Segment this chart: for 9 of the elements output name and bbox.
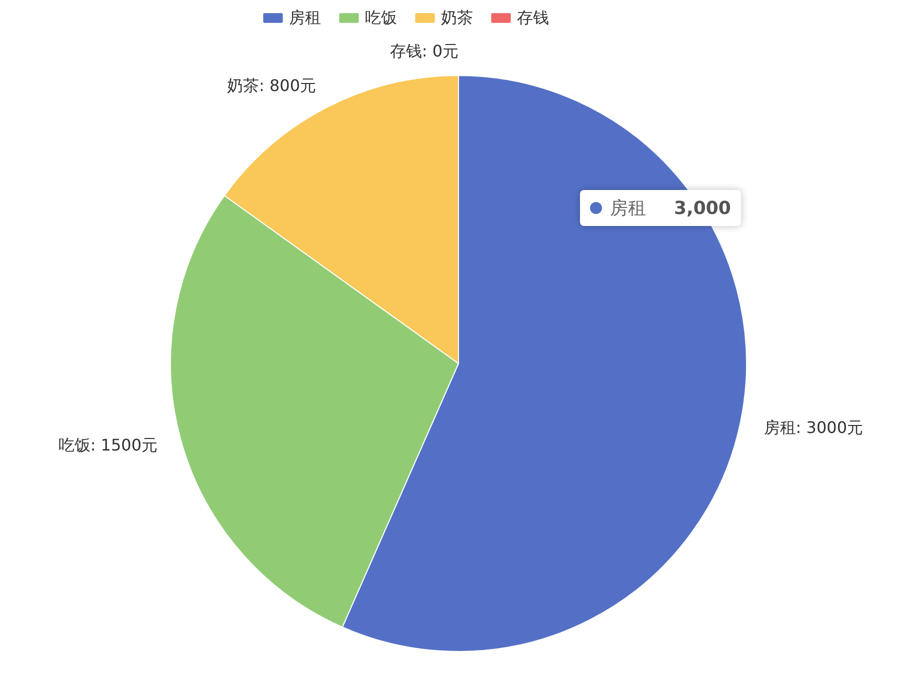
data-label: 吃饭: 1500元 xyxy=(58,436,158,455)
data-label: 奶茶: 800元 xyxy=(227,76,316,95)
legend-label: 奶茶 xyxy=(441,8,473,27)
legend-label: 房租 xyxy=(289,8,321,27)
legend-label: 存钱 xyxy=(517,8,549,27)
legend-label: 吃饭 xyxy=(365,8,397,27)
data-label: 房租: 3000元 xyxy=(764,418,864,437)
text: 存钱: 0元 xyxy=(390,42,458,60)
text: 房租 3,000 xyxy=(610,198,731,219)
